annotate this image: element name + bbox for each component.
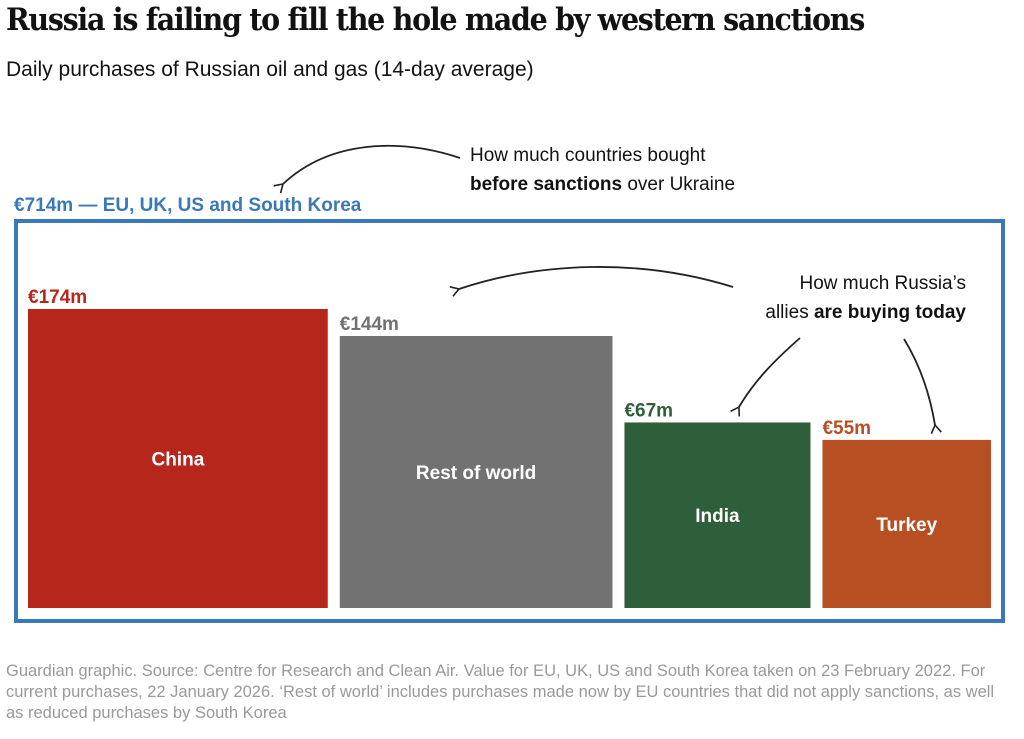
bar-india [624, 422, 811, 608]
category-label: Turkey [876, 515, 937, 536]
value-label: €67m [624, 400, 673, 421]
chart-subtitle: Daily purchases of Russian oil and gas (… [6, 58, 534, 81]
reference-frame-label: €714m — EU, UK, US and South Korea [14, 195, 362, 216]
arrow-to-turkey-icon [903, 338, 942, 435]
annotation-today-line1: How much Russia’s [799, 273, 966, 294]
category-label: China [151, 450, 204, 471]
annotation-before-line2: before sanctions over Ukraine [470, 170, 735, 199]
value-label: €55m [822, 418, 871, 439]
arrow-buying-today-icon [449, 266, 734, 297]
value-label: €144m [340, 314, 399, 335]
arrow-to-india-icon [730, 337, 801, 417]
category-label: Rest of world [416, 463, 536, 484]
annotation-before-rest: over Ukraine [622, 174, 736, 195]
value-label: €174m [28, 287, 87, 308]
annotation-before-sanctions: How much countries bought before sanctio… [470, 141, 735, 199]
bar-rest-of-world [339, 335, 613, 608]
reference-frame [14, 219, 1005, 623]
bar-china [28, 309, 328, 608]
annotation-before-bold: before sanctions [470, 174, 623, 195]
annotation-today-bold: are buying today [813, 302, 966, 323]
bar-turkey [822, 439, 991, 608]
source-note: Guardian graphic. Source: Centre for Res… [6, 662, 995, 722]
annotation-today-line2: allies are buying today [700, 298, 966, 327]
annotation-before-line1: How much countries bought [470, 145, 706, 166]
arrow-before-sanctions-icon [273, 144, 461, 194]
category-label: India [695, 506, 740, 527]
chart-title: Russia is failing to fill the hole made … [6, 2, 865, 38]
annotation-today-plain: allies [765, 302, 814, 323]
annotation-buying-today: How much Russia’s allies are buying toda… [700, 269, 966, 327]
